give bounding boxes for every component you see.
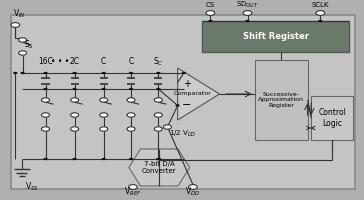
Polygon shape	[178, 68, 219, 120]
Circle shape	[13, 72, 17, 74]
Circle shape	[100, 113, 108, 117]
Text: S$_S$: S$_S$	[24, 38, 35, 51]
Circle shape	[43, 88, 48, 90]
Circle shape	[43, 72, 48, 74]
Circle shape	[163, 125, 171, 129]
Circle shape	[208, 20, 213, 22]
Text: • • •: • • •	[51, 58, 69, 66]
Circle shape	[129, 88, 133, 90]
Circle shape	[316, 11, 325, 15]
FancyBboxPatch shape	[202, 21, 349, 52]
Circle shape	[128, 185, 137, 189]
Circle shape	[189, 185, 197, 189]
Text: Successive-
Approximation
Register: Successive- Approximation Register	[258, 92, 304, 108]
Text: 2C: 2C	[70, 58, 80, 66]
Circle shape	[72, 88, 77, 90]
Text: Shift Register: Shift Register	[243, 32, 309, 41]
Circle shape	[154, 127, 162, 131]
Circle shape	[206, 11, 215, 15]
Text: SD$_{OUT}$: SD$_{OUT}$	[236, 0, 259, 10]
Text: S$_C$: S$_C$	[153, 56, 164, 68]
Circle shape	[154, 98, 162, 102]
Circle shape	[102, 72, 106, 74]
FancyBboxPatch shape	[311, 96, 353, 140]
Circle shape	[245, 20, 250, 22]
Polygon shape	[129, 149, 190, 186]
Circle shape	[182, 72, 186, 74]
Text: C: C	[128, 58, 134, 66]
Circle shape	[127, 113, 135, 117]
Circle shape	[71, 98, 79, 102]
Text: V$_{DD}$: V$_{DD}$	[185, 186, 201, 198]
Circle shape	[43, 158, 48, 160]
Text: V$_{IN}$: V$_{IN}$	[13, 8, 26, 20]
Text: 7-bit D/A
Converter: 7-bit D/A Converter	[142, 161, 177, 174]
Text: 1/2 V$_{DD}$: 1/2 V$_{DD}$	[169, 129, 196, 139]
FancyBboxPatch shape	[11, 15, 355, 189]
Circle shape	[19, 51, 27, 55]
Circle shape	[243, 11, 252, 15]
Circle shape	[127, 98, 135, 102]
Circle shape	[127, 127, 135, 131]
FancyBboxPatch shape	[255, 60, 308, 140]
Circle shape	[72, 72, 77, 74]
Text: −: −	[182, 100, 191, 110]
Circle shape	[157, 158, 162, 160]
Text: V$_{SS}$: V$_{SS}$	[25, 181, 39, 193]
Text: SCLK: SCLK	[312, 2, 329, 8]
Circle shape	[41, 98, 50, 102]
Circle shape	[156, 72, 161, 74]
Circle shape	[129, 72, 133, 74]
Circle shape	[156, 88, 161, 90]
Text: C: C	[101, 58, 106, 66]
Circle shape	[100, 127, 108, 131]
Circle shape	[318, 20, 323, 22]
Circle shape	[41, 127, 50, 131]
Circle shape	[102, 88, 106, 90]
Circle shape	[175, 104, 180, 107]
Text: CS: CS	[206, 2, 215, 8]
Circle shape	[71, 113, 79, 117]
Circle shape	[72, 158, 77, 160]
Text: 16C: 16C	[38, 58, 53, 66]
Text: Control
Logic: Control Logic	[318, 108, 346, 128]
Circle shape	[19, 38, 27, 42]
Circle shape	[20, 72, 25, 74]
Circle shape	[154, 113, 162, 117]
Circle shape	[100, 98, 108, 102]
Text: Comparator: Comparator	[174, 92, 212, 97]
Circle shape	[41, 113, 50, 117]
Text: V$_{REF}$: V$_{REF}$	[124, 186, 142, 198]
Circle shape	[102, 158, 106, 160]
Circle shape	[129, 158, 133, 160]
Circle shape	[71, 127, 79, 131]
Text: +: +	[183, 79, 191, 89]
Circle shape	[11, 23, 20, 27]
Circle shape	[156, 158, 161, 160]
